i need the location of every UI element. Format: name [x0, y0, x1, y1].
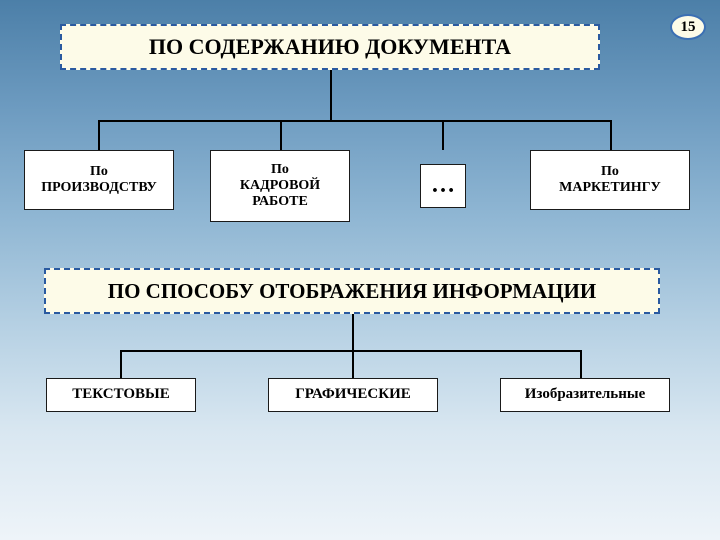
connector-bar-1	[98, 120, 612, 122]
connector-trunk-1	[330, 70, 332, 120]
connector-bar-2	[120, 350, 582, 352]
connector-drop-1-2	[442, 120, 444, 150]
connector-drop-1-0	[98, 120, 100, 150]
child-box-2-1: ГРАФИЧЕСКИЕ	[268, 378, 438, 412]
child-box-2-0: ТЕКСТОВЫЕ	[46, 378, 196, 412]
child-box-1-1: ПоКАДРОВОЙРАБОТЕ	[210, 150, 350, 222]
child-box-2-2: Изобразительные	[500, 378, 670, 412]
connector-trunk-2	[352, 314, 354, 350]
child-box-1-3: ПоМАРКЕТИНГУ	[530, 150, 690, 210]
connector-drop-1-3	[610, 120, 612, 150]
child-box-1-2: …	[420, 164, 466, 208]
connector-drop-2-2	[580, 350, 582, 378]
connector-drop-2-1	[352, 350, 354, 378]
connector-drop-2-0	[120, 350, 122, 378]
page-number-badge: 15	[670, 14, 706, 40]
connector-drop-1-1	[280, 120, 282, 150]
section-header-1: ПО СОДЕРЖАНИЮ ДОКУМЕНТА	[60, 24, 600, 70]
child-box-1-0: ПоПРОИЗВОДСТВУ	[24, 150, 174, 210]
page-number-text: 15	[681, 19, 696, 36]
section-header-2: ПО СПОСОБУ ОТОБРАЖЕНИЯ ИНФОРМАЦИИ	[44, 268, 660, 314]
